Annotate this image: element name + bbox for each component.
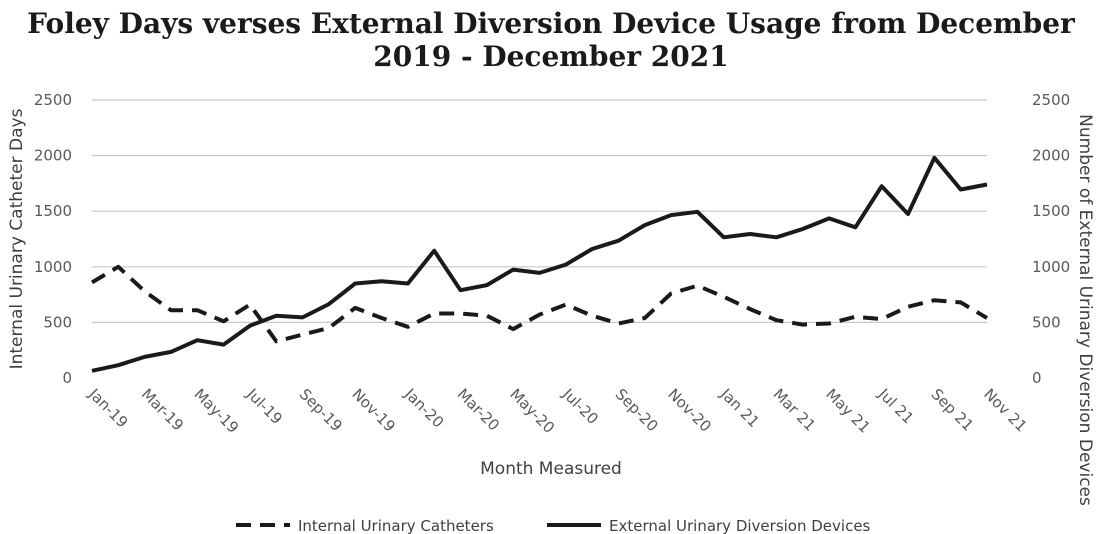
gridlines (92, 99, 987, 323)
x-axis-title: Month Measured (480, 459, 622, 479)
left-axis-ticks: 0 500 1000 1500 2000 2500 (34, 91, 72, 387)
right-axis-ticks: 0 500 1000 1500 2000 2500 (1032, 91, 1070, 387)
y-axis-right-title: Number of External Urinary Diversion Dev… (1075, 114, 1095, 506)
x-tick-label: Jan 21 (716, 384, 763, 431)
y-left-tick-label: 2500 (34, 91, 72, 109)
y-axis-left-title: Internal Urinary Catheter Days (7, 108, 27, 369)
x-tick-label: Jul-19 (242, 384, 286, 428)
x-tick-label: Nov-20 (664, 385, 714, 435)
x-tick-label: Sep-19 (296, 385, 346, 435)
y-left-tick-label: 500 (43, 313, 72, 331)
x-tick-label: Jan-20 (400, 384, 447, 431)
x-tick-label: Mar 21 (770, 385, 820, 435)
y-right-tick-label: 1500 (1032, 202, 1070, 220)
y-left-tick-label: 0 (62, 369, 72, 387)
x-tick-label: Sep-20 (612, 385, 662, 435)
series-line-internal-urinary-catheters (90, 264, 989, 344)
y-right-tick-label: 500 (1032, 313, 1061, 331)
x-tick-label: May-20 (506, 385, 558, 437)
x-tick-label: Mar-20 (454, 385, 503, 434)
x-tick-label: Jul-20 (558, 384, 602, 428)
x-tick-label: Jan-19 (84, 384, 131, 431)
x-tick-label: May 21 (822, 385, 874, 437)
y-right-tick-label: 0 (1032, 369, 1042, 387)
series-lines (90, 155, 989, 373)
x-tick-label: Sep 21 (928, 385, 978, 435)
chart-title-line-1: Foley Days verses External Diversion Dev… (27, 7, 1076, 40)
x-axis-ticks: Jan-19 Mar-19 May-19 Jul-19 Sep-19 Nov-19 Jan-… (84, 384, 1030, 437)
x-tick-label: Jul 21 (874, 384, 917, 427)
legend: Internal Urinary Catheters External Urin… (236, 517, 871, 534)
series-line-external-urinary-diversion-devices (91, 155, 988, 373)
legend-label-internal-urinary-catheters: Internal Urinary Catheters (298, 517, 494, 534)
y-left-tick-label: 1500 (34, 202, 72, 220)
x-tick-label: Mar-19 (138, 385, 187, 434)
y-left-tick-label: 1000 (34, 258, 72, 276)
x-tick-label: Nov 21 (980, 385, 1030, 435)
x-tick-label: Nov-19 (348, 385, 398, 435)
chart-title-line-2: 2019 - December 2021 (373, 40, 728, 73)
y-right-tick-label: 2000 (1032, 147, 1070, 165)
y-left-tick-label: 2000 (34, 147, 72, 165)
x-tick-label: May-19 (190, 385, 242, 437)
legend-label-external-urinary-diversion-devices: External Urinary Diversion Devices (609, 517, 871, 534)
y-right-tick-label: 2500 (1032, 91, 1070, 109)
y-right-tick-label: 1000 (1032, 258, 1070, 276)
